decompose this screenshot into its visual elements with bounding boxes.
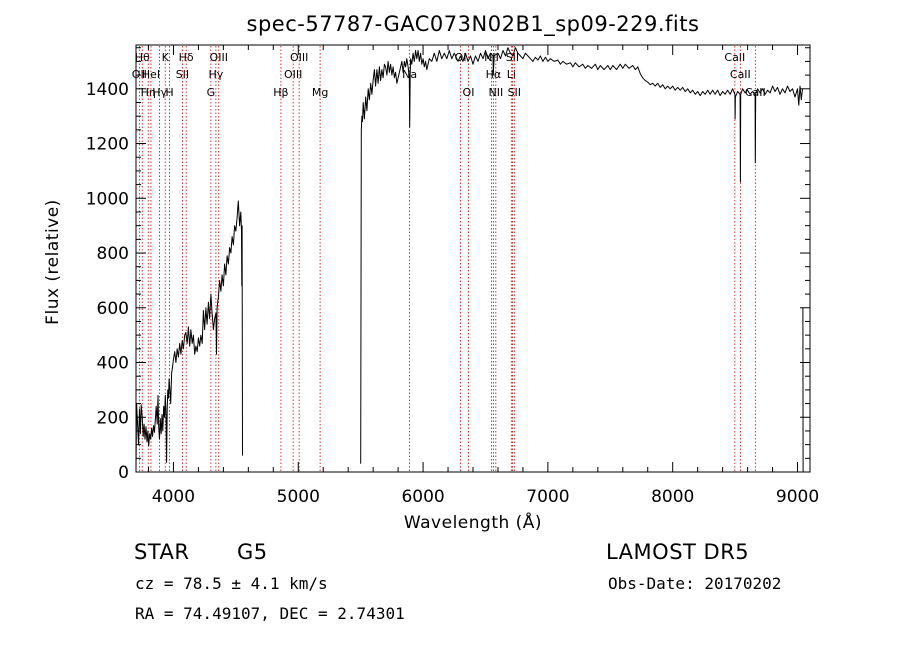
line-marker-label: H	[165, 86, 173, 99]
line-marker-label: Hγ	[152, 86, 167, 99]
line-marker-label: NII	[484, 51, 499, 64]
line-marker-label: Hδ	[179, 51, 194, 64]
y-tick-label: 0	[118, 463, 129, 483]
line-marker-label: Li	[507, 68, 516, 81]
line-marker-label: SII	[176, 68, 189, 81]
y-tick-label: 200	[97, 408, 129, 428]
y-tick-label: 1400	[86, 80, 129, 100]
y-axis-label: Flux (relative)	[43, 199, 63, 325]
line-marker-label: CaII	[730, 68, 751, 81]
y-axis: 0 200 400 600 800 1000 1200 1400	[86, 47, 810, 483]
x-tick-label: 4000	[152, 487, 195, 507]
spectrum-line	[135, 200, 243, 470]
line-marker-label: OIII	[210, 51, 228, 64]
spectrum-line	[360, 47, 803, 464]
spectrum-series	[135, 47, 804, 473]
line-marker-label: Hγ	[208, 68, 223, 81]
x-tick-label: 5000	[277, 487, 320, 507]
x-axis: 4000 5000 6000 7000 8000 9000	[147, 45, 819, 507]
survey-name: LAMOST DR5	[606, 540, 750, 564]
line-marker-label: Mg	[312, 86, 328, 99]
y-tick-label: 1000	[86, 189, 129, 209]
x-tick-label: 8000	[651, 487, 694, 507]
line-marker-label: CaII	[724, 51, 745, 64]
line-marker-label: OIII	[290, 51, 308, 64]
x-tick-label: 6000	[401, 487, 444, 507]
redshift-value: cz = 78.5 ± 4.1 km/s	[135, 574, 328, 593]
line-marker-label: CaII	[745, 86, 766, 99]
line-marker-label: Hθ	[135, 51, 150, 64]
line-marker-label: HeI	[142, 68, 160, 81]
y-tick-label: 400	[97, 354, 129, 374]
y-tick-label: 600	[97, 299, 129, 319]
x-axis-label: Wavelength (Å)	[404, 511, 542, 533]
x-tick-label: 7000	[526, 487, 569, 507]
line-marker-label: G	[207, 86, 216, 99]
chart-title: spec-57787-GAC073N02B1_sp09-229.fits	[247, 12, 700, 37]
y-tick-label: 1200	[86, 135, 129, 155]
y-tick-label: 800	[97, 244, 129, 264]
line-markers: OIIHθHηHeIHγKHSIIHδGHγOIIIHβOIIIOIIIMgNa…	[132, 46, 766, 472]
coordinates: RA = 74.49107, DEC = 2.74301	[135, 604, 405, 623]
line-marker-label: SII	[508, 86, 521, 99]
obs-date: Obs-Date: 20170202	[608, 574, 782, 593]
line-marker-label: K	[162, 51, 170, 64]
line-marker-label: OIII	[284, 68, 302, 81]
object-class: STAR	[134, 540, 190, 564]
line-marker-label: Hβ	[273, 86, 288, 99]
line-marker-label: OI	[463, 86, 475, 99]
subclass: G5	[237, 540, 268, 564]
line-marker-label: SII	[506, 51, 519, 64]
line-marker-label: NII	[488, 86, 503, 99]
x-tick-label: 9000	[776, 487, 819, 507]
plot-frame	[135, 44, 811, 473]
line-marker-label: OI	[455, 51, 467, 64]
